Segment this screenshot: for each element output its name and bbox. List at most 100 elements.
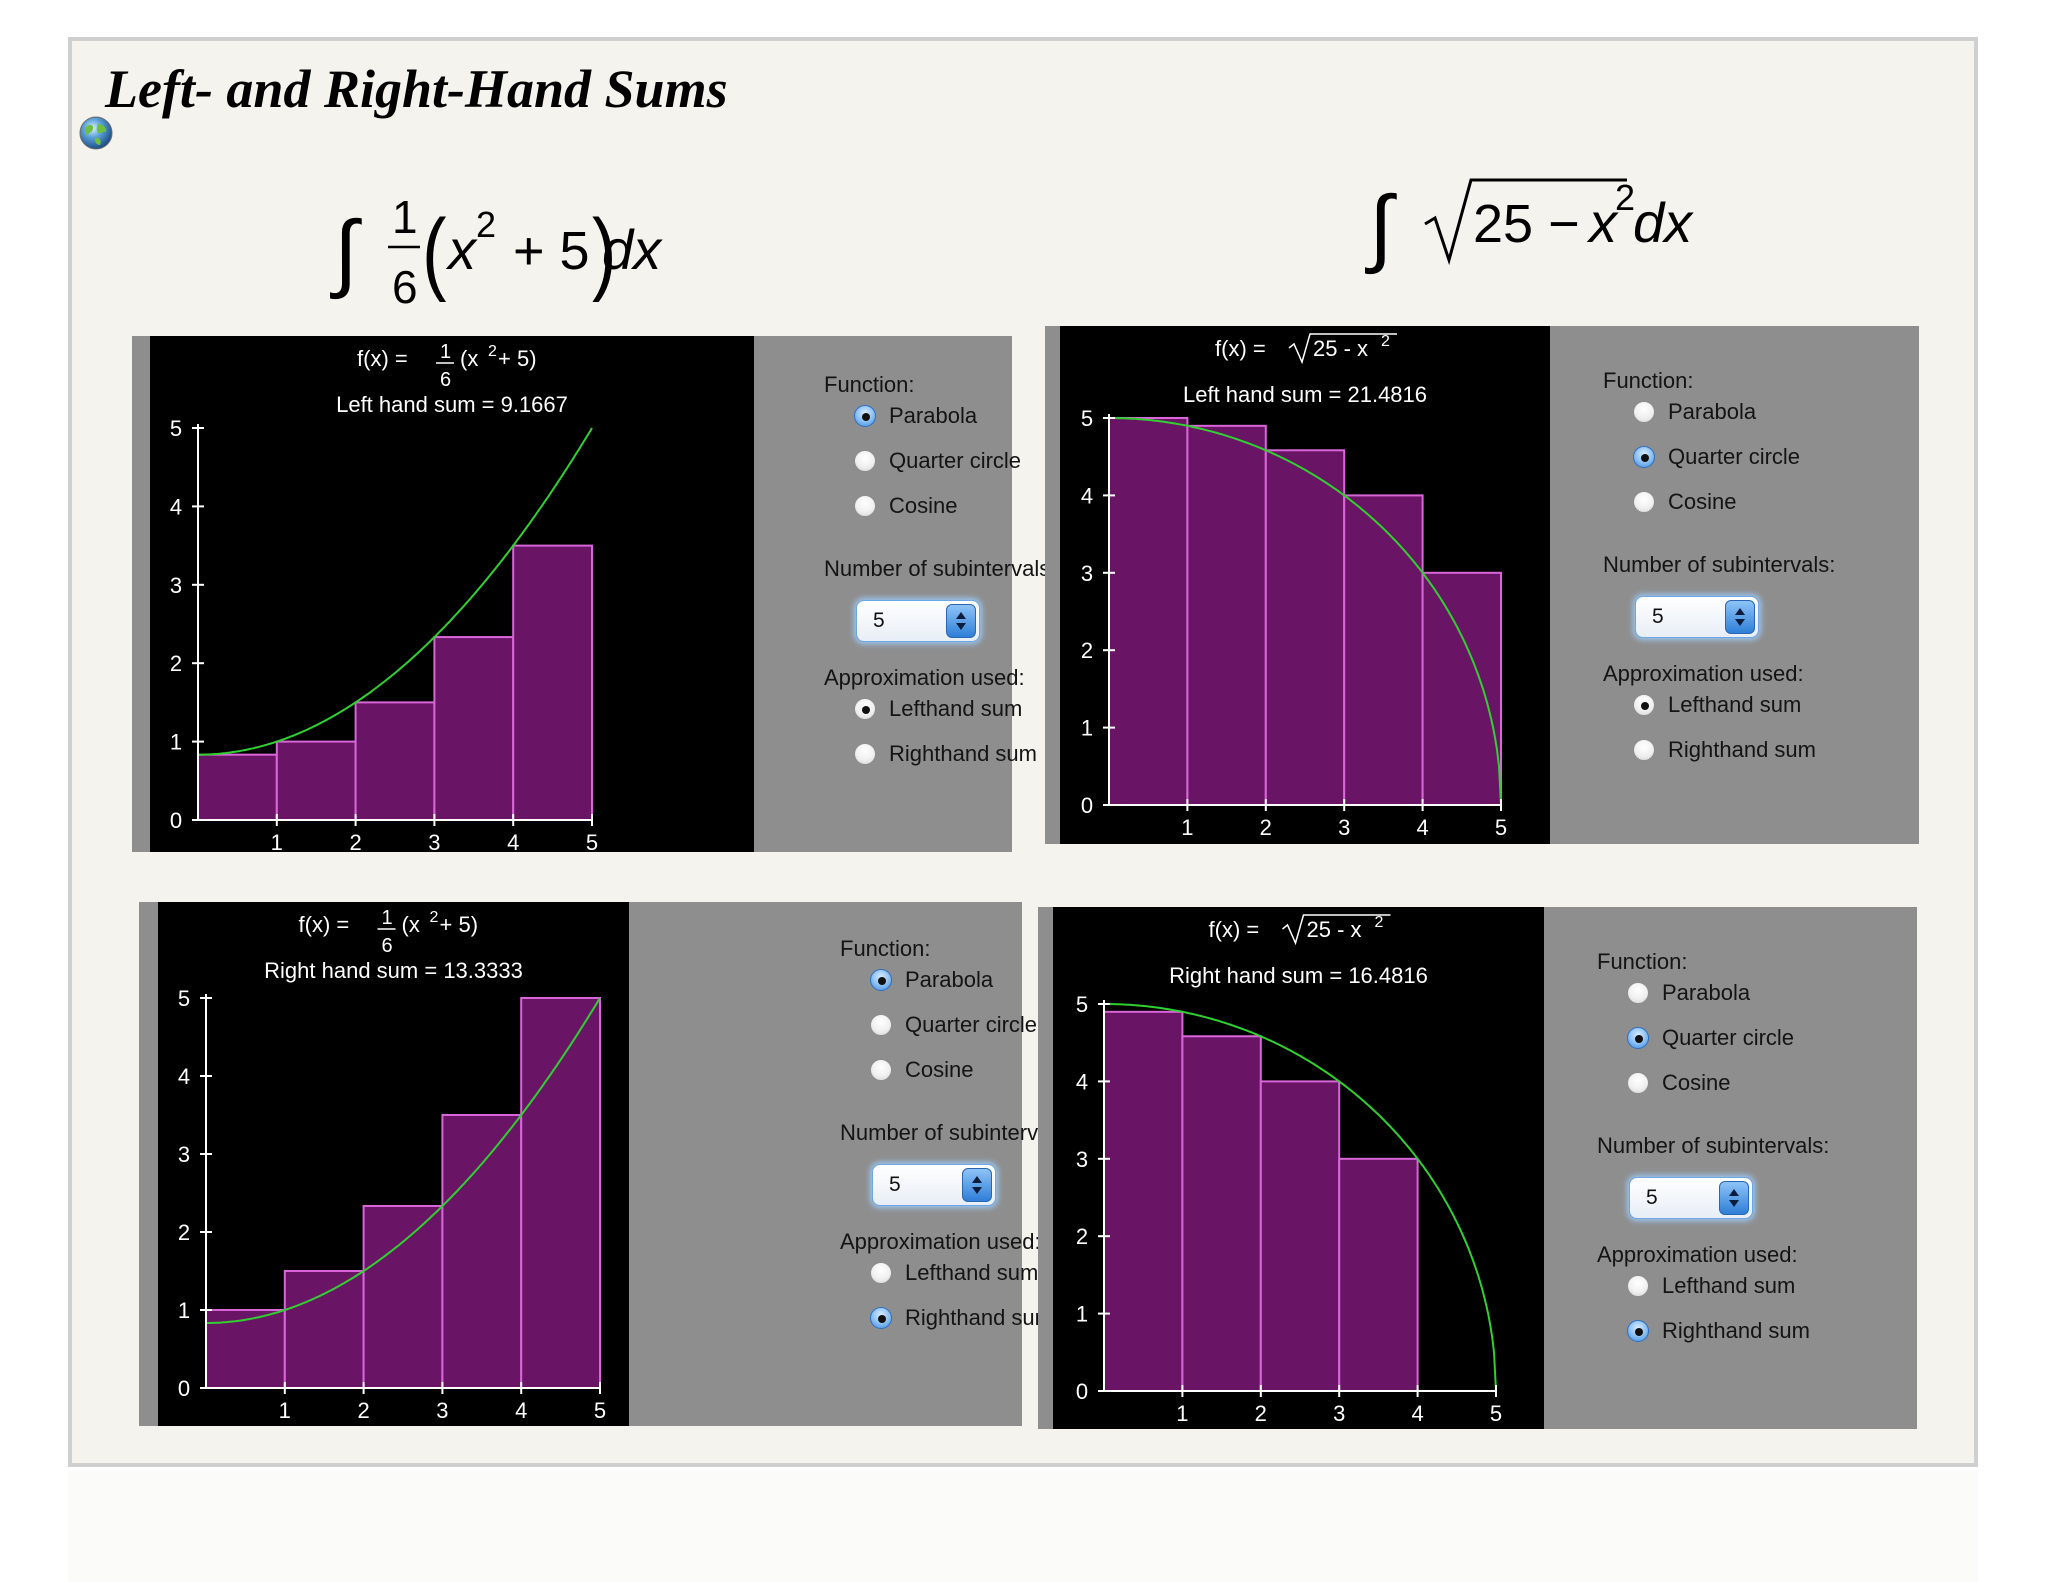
bar-3 — [354, 701, 436, 821]
radio-label: Lefthand sum — [1668, 692, 1802, 717]
approximation-radio-lefthand-sum[interactable]: Lefthand sum — [1633, 689, 1801, 721]
bar-3 — [1259, 1080, 1341, 1392]
approximation-label: Approximation used: — [824, 665, 1025, 690]
radio-label: Quarter circle — [1668, 444, 1801, 469]
arrow-up-icon[interactable] — [1735, 608, 1745, 615]
radio-label: Lefthand sum — [889, 696, 1023, 721]
x-tick-label: 5 — [594, 1398, 606, 1423]
function-radio-parabola[interactable]: Parabola — [870, 964, 993, 996]
radio-circle — [854, 698, 876, 720]
formula-left: ∫ 1 6 ( x 2 + 5 ) dx — [330, 191, 663, 313]
paren-open: ( — [422, 200, 447, 303]
sum-readout: Left hand sum = 9.1667 — [336, 392, 568, 417]
approximation-radio-lefthand-sum[interactable]: Lefthand sum — [870, 1257, 1038, 1289]
function-radio-cosine[interactable]: Cosine — [1633, 486, 1736, 518]
formula-base: x — [1586, 191, 1619, 254]
radio-circle — [1633, 739, 1655, 761]
bar-5 — [520, 997, 602, 1389]
controls-top-right: Function: Parabola Quarter circle Cosine Num… — [1603, 326, 1919, 844]
radio-label: Cosine — [1662, 1070, 1731, 1095]
approximation-radio-righthand-sum[interactable]: Righthand sum — [870, 1302, 1053, 1334]
x-tick-label: 5 — [1495, 815, 1507, 840]
y-tick-label: 1 — [178, 1298, 190, 1323]
function-radio-quarter-circle[interactable]: Quarter circle — [1633, 441, 1800, 473]
stepper-arrows-icon[interactable] — [1725, 600, 1755, 634]
bar-1 — [1108, 417, 1189, 806]
formula-right: ∫ 25 − x 2 dx — [1365, 177, 1694, 275]
radio-label: Quarter circle — [1662, 1025, 1795, 1050]
radio-circle — [854, 743, 876, 765]
radio-label: Quarter circle — [905, 1012, 1038, 1037]
function-radio-quarter-circle[interactable]: Quarter circle — [870, 1009, 1037, 1041]
y-tick-label: 1 — [1076, 1302, 1088, 1327]
bar-4 — [1338, 1157, 1419, 1392]
svg-text:f(x) =: f(x) = — [1209, 917, 1260, 942]
arrow-down-icon[interactable] — [1735, 619, 1745, 626]
stepper-arrows-icon[interactable] — [946, 604, 976, 638]
function-radio-parabola[interactable]: Parabola — [1627, 977, 1750, 1009]
sum-readout: Left hand sum = 21.4816 — [1183, 382, 1427, 407]
panel-top-right: 0 1 2 3 4 5 1 2 3 4 5 f(x) = 25 - x 2 Left hand sum =… — [1045, 326, 1919, 844]
stepper-arrows-icon[interactable] — [962, 1168, 992, 1202]
arrow-up-icon[interactable] — [1729, 1189, 1739, 1196]
approximation-radio-righthand-sum[interactable]: Righthand sum — [854, 738, 1037, 770]
subintervals-stepper[interactable]: 5 — [1629, 1177, 1753, 1219]
subintervals-stepper[interactable]: 5 — [1635, 596, 1759, 638]
integral-sign: ∫ — [330, 204, 362, 300]
fraction-numerator: 1 — [392, 191, 418, 243]
approximation-radio-lefthand-sum[interactable]: Lefthand sum — [854, 693, 1022, 725]
function-curve — [198, 427, 593, 756]
subintervals-stepper[interactable]: 5 — [856, 600, 980, 642]
function-radio-cosine[interactable]: Cosine — [854, 490, 957, 522]
y-tick-label: 1 — [170, 730, 182, 755]
y-tick-label: 2 — [178, 1220, 190, 1245]
radio-circle — [1633, 694, 1655, 716]
controls-top-left: Function: Parabola Quarter circle Cosine Num… — [824, 336, 1056, 852]
y-tick-label: 0 — [170, 808, 182, 833]
function-radio-parabola[interactable]: Parabola — [854, 400, 977, 432]
radio-circle — [1633, 491, 1655, 513]
y-tick-label: 2 — [1081, 638, 1093, 663]
approximation-label: Approximation used: — [1597, 1242, 1798, 1267]
radio-circle — [870, 969, 892, 991]
chart-bottom-right: 0 1 2 3 4 5 1 2 3 4 5 f(x) = 25 - x 2 Right hand sum … — [1053, 907, 1544, 1429]
radio-circle — [854, 495, 876, 517]
arrow-up-icon[interactable] — [972, 1176, 982, 1183]
radio-circle — [854, 450, 876, 472]
svg-text:25 - x: 25 - x — [1307, 917, 1362, 942]
arrow-up-icon[interactable] — [956, 612, 966, 619]
approximation-radio-righthand-sum[interactable]: Righthand sum — [1633, 734, 1816, 766]
formula-exponent: 2 — [1615, 177, 1635, 218]
x-tick-label: 3 — [1338, 815, 1350, 840]
function-label: f(x) = 25 - x 2 — [1215, 333, 1397, 365]
y-tick-label: 3 — [1076, 1147, 1088, 1172]
arrow-down-icon[interactable] — [972, 1187, 982, 1194]
y-tick-label: 4 — [1081, 483, 1093, 508]
function-radio-cosine[interactable]: Cosine — [1627, 1067, 1730, 1099]
radio-label: Parabola — [1668, 399, 1757, 424]
stepper-arrows-icon[interactable] — [1719, 1181, 1749, 1215]
function-radio-quarter-circle[interactable]: Quarter circle — [1627, 1022, 1794, 1054]
bar-5 — [512, 544, 594, 821]
subintervals-stepper[interactable]: 5 — [872, 1164, 996, 1206]
globe-icon[interactable] — [78, 115, 114, 151]
arrow-down-icon[interactable] — [956, 623, 966, 630]
function-label-text: Function: — [1603, 368, 1694, 393]
approximation-radio-righthand-sum[interactable]: Righthand sum — [1627, 1315, 1810, 1347]
svg-text:(x: (x — [402, 912, 420, 937]
bar-4 — [441, 1114, 523, 1389]
y-tick-label: 5 — [178, 986, 190, 1011]
function-radio-cosine[interactable]: Cosine — [870, 1054, 973, 1086]
fraction-numerator: 1 — [440, 341, 451, 363]
function-radio-parabola[interactable]: Parabola — [1633, 396, 1756, 428]
page-title: Left- and Right-Hand Sums — [105, 59, 728, 119]
radical-sign — [1288, 333, 1397, 365]
x-tick-label: 1 — [279, 1398, 291, 1423]
radio-circle — [1633, 446, 1655, 468]
approximation-label: Approximation used: — [1603, 661, 1804, 686]
function-radio-quarter-circle[interactable]: Quarter circle — [854, 445, 1021, 477]
radical-sign — [1282, 914, 1391, 946]
arrow-down-icon[interactable] — [1729, 1200, 1739, 1207]
y-tick-label: 4 — [170, 494, 182, 519]
approximation-radio-lefthand-sum[interactable]: Lefthand sum — [1627, 1270, 1795, 1302]
